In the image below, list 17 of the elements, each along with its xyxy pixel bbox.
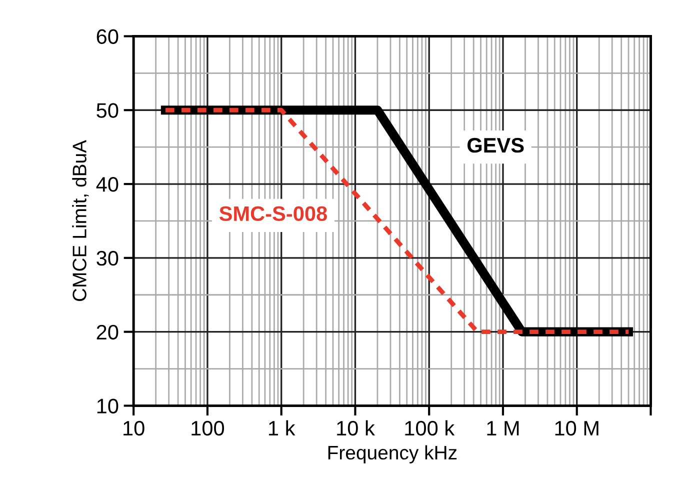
x-tick-label: 1 M bbox=[487, 421, 519, 436]
y-tick-label: 30 bbox=[96, 250, 118, 266]
series-label: SMC-S-008 bbox=[219, 206, 327, 222]
y-tick-label: 20 bbox=[96, 324, 118, 340]
x-axis-title: Frequency kHz bbox=[328, 445, 457, 464]
x-tick-label: 10 k bbox=[337, 420, 375, 436]
x-tick-label: 10 bbox=[124, 420, 144, 436]
y-tick-label: 40 bbox=[96, 177, 118, 192]
y-tick-label: 60 bbox=[96, 29, 118, 44]
y-tick-label: 50 bbox=[96, 103, 118, 118]
y-tick-label: 10 bbox=[97, 398, 118, 414]
x-tick-label: 1 k bbox=[269, 420, 296, 436]
y-axis-title: CMCE Limit, dBuA bbox=[72, 140, 89, 302]
text: GEVS bbox=[468, 138, 524, 153]
x-tick-label: 100 k bbox=[405, 420, 455, 436]
x-tick-label: 10 M bbox=[555, 420, 598, 436]
x-tick-label: 100 bbox=[192, 420, 224, 436]
